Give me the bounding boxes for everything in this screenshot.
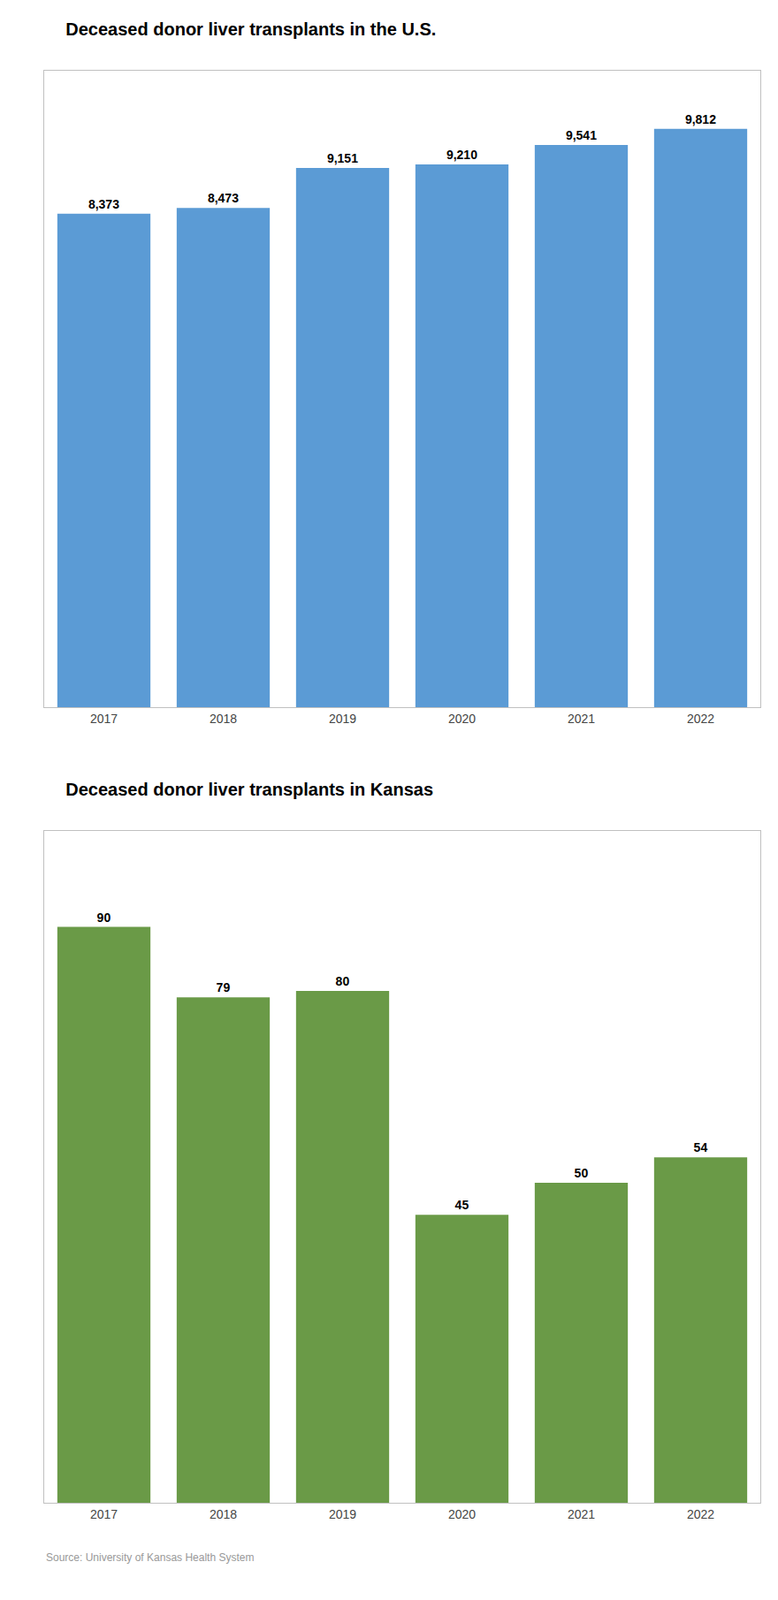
svg-text:50: 50 <box>574 1166 589 1181</box>
svg-text:Source: University of Kansas H: Source: University of Kansas Health Syst… <box>45 1551 254 1564</box>
svg-text:2022: 2022 <box>686 1507 715 1522</box>
svg-text:2021: 2021 <box>567 1507 595 1522</box>
svg-text:2017: 2017 <box>90 1507 118 1522</box>
svg-text:2017: 2017 <box>90 711 118 726</box>
svg-text:2019: 2019 <box>328 711 357 726</box>
svg-text:54: 54 <box>694 1140 709 1155</box>
svg-text:90: 90 <box>97 910 112 925</box>
svg-text:9,151: 9,151 <box>327 151 359 166</box>
svg-text:45: 45 <box>455 1197 470 1213</box>
svg-text:9,812: 9,812 <box>685 112 717 127</box>
svg-text:80: 80 <box>335 974 351 989</box>
svg-text:2020: 2020 <box>448 711 476 726</box>
svg-text:2018: 2018 <box>209 1507 237 1522</box>
svg-text:2019: 2019 <box>328 1507 357 1522</box>
svg-text:2020: 2020 <box>448 1507 476 1522</box>
svg-text:2021: 2021 <box>567 711 595 726</box>
svg-text:2018: 2018 <box>209 711 237 726</box>
svg-text:9,541: 9,541 <box>565 128 597 143</box>
svg-text:9,210: 9,210 <box>446 147 478 162</box>
svg-text:2022: 2022 <box>686 711 715 726</box>
svg-text:79: 79 <box>216 980 231 995</box>
svg-text:Deceased donor liver transplan: Deceased donor liver transplants in Kans… <box>65 779 434 800</box>
svg-text:Deceased donor liver transplan: Deceased donor liver transplants in the … <box>65 19 436 39</box>
svg-text:8,473: 8,473 <box>207 190 239 206</box>
svg-text:8,373: 8,373 <box>88 197 120 212</box>
